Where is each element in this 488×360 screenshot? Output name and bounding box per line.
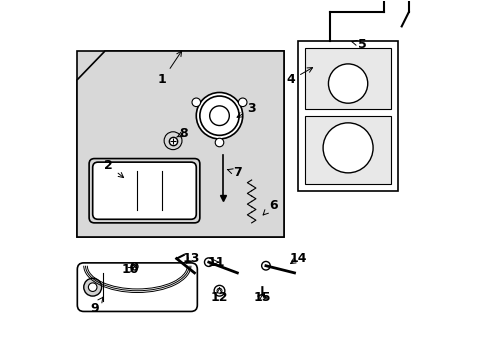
Text: 4: 4 <box>286 68 312 86</box>
Circle shape <box>209 106 229 126</box>
FancyBboxPatch shape <box>77 263 197 311</box>
FancyBboxPatch shape <box>77 51 283 237</box>
Text: 13: 13 <box>182 252 199 265</box>
Circle shape <box>192 98 200 107</box>
FancyBboxPatch shape <box>305 116 390 184</box>
Circle shape <box>88 283 97 292</box>
Circle shape <box>328 64 367 103</box>
FancyBboxPatch shape <box>305 48 390 109</box>
Text: 14: 14 <box>289 252 306 265</box>
Circle shape <box>214 285 224 296</box>
Circle shape <box>261 261 270 270</box>
FancyBboxPatch shape <box>93 162 196 219</box>
Text: 3: 3 <box>237 102 255 117</box>
Text: 7: 7 <box>227 166 241 179</box>
Text: 8: 8 <box>176 127 188 140</box>
Text: 1: 1 <box>158 51 181 86</box>
Circle shape <box>204 258 213 266</box>
Text: 2: 2 <box>104 159 123 177</box>
Circle shape <box>215 138 224 147</box>
Text: 15: 15 <box>253 291 270 305</box>
Circle shape <box>238 98 246 107</box>
Text: 12: 12 <box>210 288 228 305</box>
Circle shape <box>196 93 242 139</box>
Polygon shape <box>77 51 283 237</box>
FancyBboxPatch shape <box>298 41 397 191</box>
Text: 6: 6 <box>263 198 277 215</box>
Text: 10: 10 <box>121 263 139 276</box>
Circle shape <box>323 123 372 173</box>
Circle shape <box>83 278 102 296</box>
Text: 11: 11 <box>207 256 224 269</box>
Text: 5: 5 <box>351 38 366 51</box>
Text: 9: 9 <box>90 297 103 315</box>
